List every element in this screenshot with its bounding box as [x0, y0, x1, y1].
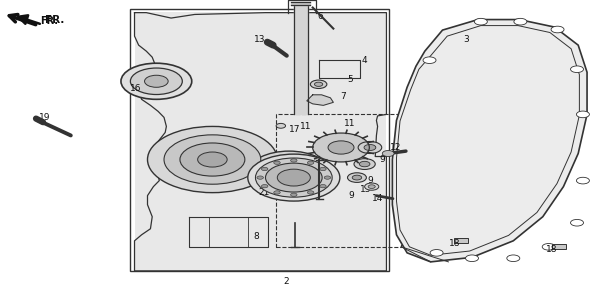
- Text: 8: 8: [254, 232, 260, 241]
- Text: 5: 5: [347, 75, 353, 84]
- Text: 6: 6: [317, 12, 323, 21]
- Circle shape: [164, 135, 261, 184]
- Circle shape: [474, 18, 487, 25]
- Circle shape: [368, 185, 375, 188]
- Circle shape: [320, 185, 326, 188]
- Circle shape: [274, 191, 280, 194]
- Circle shape: [257, 176, 263, 179]
- Circle shape: [148, 126, 277, 193]
- Circle shape: [466, 255, 478, 262]
- Bar: [130, 9, 389, 271]
- Circle shape: [365, 183, 379, 190]
- Circle shape: [571, 66, 584, 73]
- Circle shape: [314, 82, 323, 86]
- Circle shape: [364, 144, 376, 150]
- Circle shape: [274, 161, 280, 164]
- Circle shape: [248, 154, 340, 201]
- Circle shape: [507, 255, 520, 262]
- Circle shape: [551, 26, 564, 33]
- Circle shape: [307, 161, 314, 164]
- Circle shape: [328, 141, 354, 154]
- Circle shape: [382, 150, 394, 157]
- Text: 15: 15: [360, 185, 372, 194]
- Circle shape: [423, 57, 436, 64]
- Text: 14: 14: [372, 194, 384, 203]
- Circle shape: [290, 193, 297, 196]
- Circle shape: [249, 151, 329, 192]
- Polygon shape: [307, 95, 333, 105]
- Text: 2: 2: [283, 277, 289, 286]
- Bar: [552, 244, 566, 249]
- Text: 13: 13: [254, 35, 266, 44]
- Text: 16: 16: [130, 84, 142, 93]
- Circle shape: [348, 173, 366, 182]
- Circle shape: [310, 80, 327, 88]
- Text: 10: 10: [313, 175, 324, 184]
- Text: 3: 3: [463, 35, 469, 44]
- Polygon shape: [392, 20, 587, 262]
- Circle shape: [274, 164, 304, 179]
- Text: 4: 4: [362, 56, 368, 65]
- Circle shape: [352, 175, 362, 180]
- Circle shape: [276, 123, 286, 128]
- Circle shape: [354, 159, 375, 169]
- Bar: [454, 238, 468, 243]
- Circle shape: [121, 63, 192, 99]
- Circle shape: [514, 18, 527, 25]
- Text: FR.: FR.: [40, 16, 58, 26]
- Text: 7: 7: [340, 92, 346, 101]
- Text: 18: 18: [448, 239, 460, 248]
- Text: 11: 11: [343, 119, 355, 128]
- Circle shape: [290, 159, 297, 162]
- Circle shape: [358, 141, 382, 154]
- Text: 12: 12: [389, 143, 401, 152]
- Text: 11: 11: [300, 122, 312, 131]
- Text: 9: 9: [348, 191, 354, 200]
- Circle shape: [198, 152, 227, 167]
- Circle shape: [261, 157, 317, 186]
- Circle shape: [576, 177, 589, 184]
- Circle shape: [542, 244, 555, 250]
- Circle shape: [266, 163, 322, 192]
- Text: 21: 21: [258, 188, 270, 197]
- Circle shape: [320, 167, 326, 171]
- Circle shape: [261, 185, 268, 188]
- Circle shape: [261, 167, 268, 171]
- Circle shape: [430, 250, 443, 256]
- Circle shape: [277, 169, 310, 186]
- Text: 20: 20: [301, 176, 313, 185]
- Text: 18: 18: [546, 245, 558, 254]
- Circle shape: [180, 143, 245, 176]
- Polygon shape: [135, 12, 386, 271]
- Circle shape: [359, 161, 370, 167]
- Circle shape: [313, 133, 369, 162]
- Circle shape: [145, 75, 168, 87]
- Circle shape: [307, 191, 314, 194]
- Circle shape: [571, 219, 584, 226]
- Text: 17: 17: [289, 125, 301, 134]
- Circle shape: [324, 176, 331, 179]
- Text: 9: 9: [379, 155, 385, 164]
- Text: FR.: FR.: [45, 15, 65, 26]
- Circle shape: [130, 68, 182, 95]
- Text: 9: 9: [367, 176, 373, 185]
- Text: 19: 19: [38, 113, 50, 122]
- Bar: [276, 114, 401, 247]
- Circle shape: [255, 158, 332, 197]
- Circle shape: [576, 111, 589, 118]
